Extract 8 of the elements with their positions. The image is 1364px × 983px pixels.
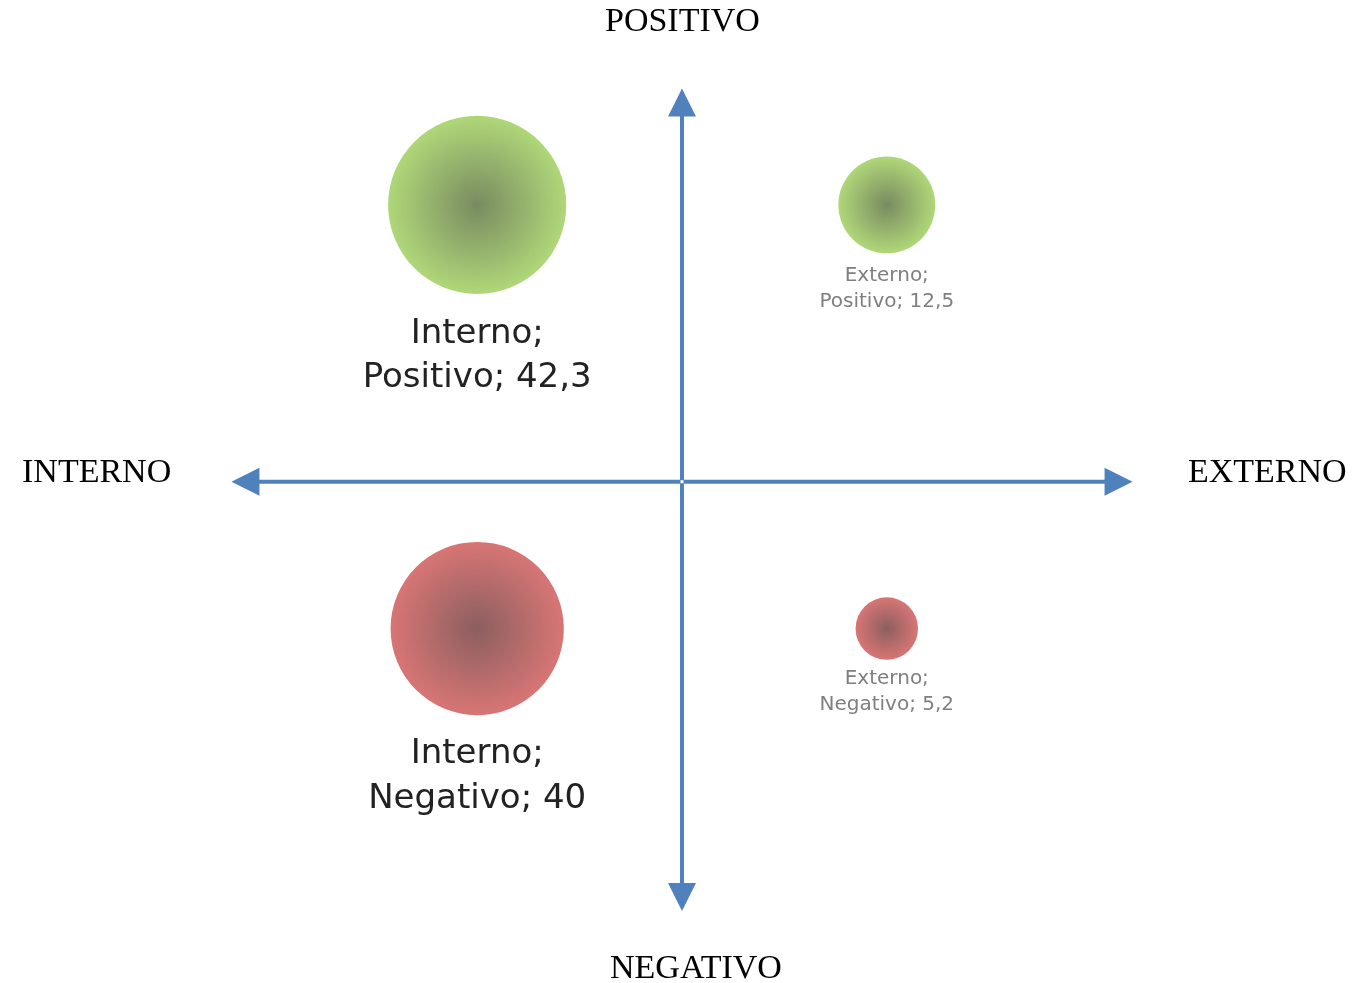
text: EXTERNO [1188, 452, 1347, 489]
text: POSITIVO [605, 1, 760, 38]
data-label: Interno; Positivo; 42,3 [362, 310, 592, 395]
data-label: Externo; Positivo; 12,5 [819, 262, 955, 313]
data-label: Interno; Negativo; 40 [368, 731, 587, 816]
text: INTERNO [22, 452, 172, 489]
data-label: Externo; Negativo; 5,2 [819, 664, 955, 715]
text: NEGATIVO [610, 948, 782, 983]
